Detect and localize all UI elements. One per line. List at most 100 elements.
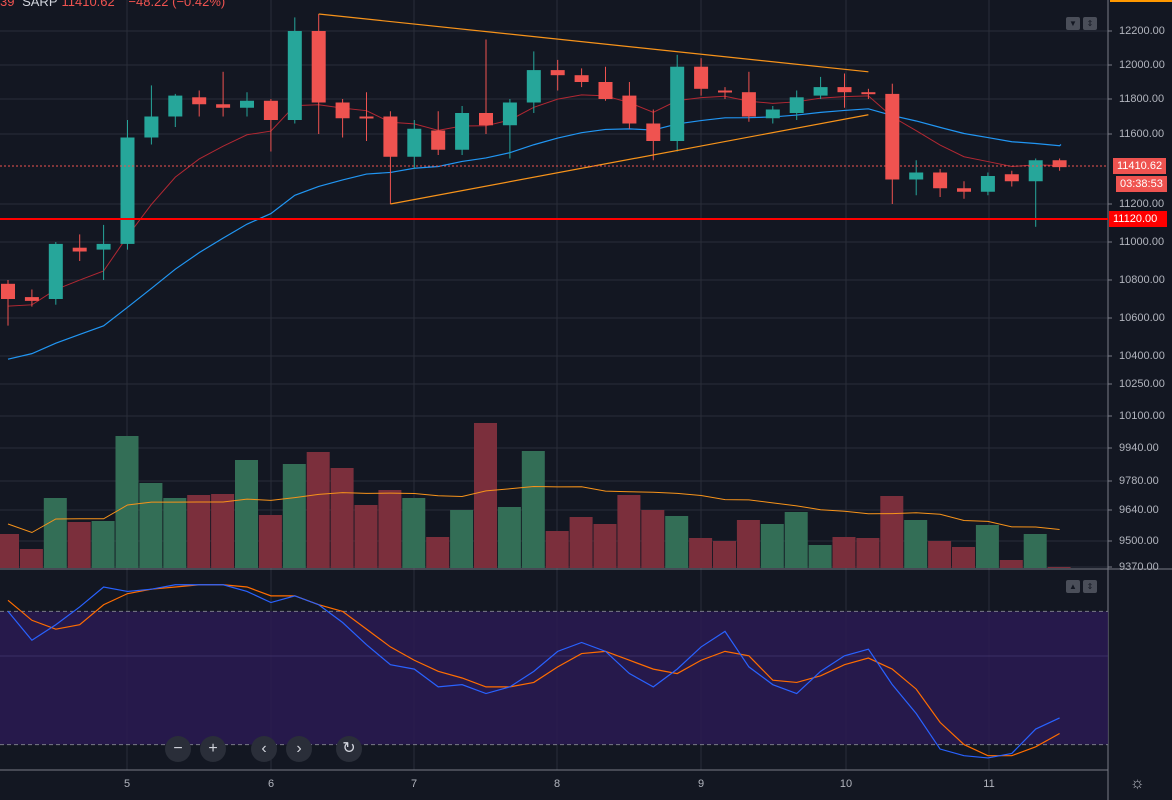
stoch-k-line	[7, 584, 1060, 759]
zoom-in-button[interactable]: +	[200, 736, 226, 762]
candle-body	[335, 102, 350, 119]
volume-ma-line	[7, 485, 1060, 534]
candle	[335, 99, 350, 138]
volume-bar	[641, 510, 665, 568]
settings-gear-icon[interactable]: ☼	[1130, 775, 1145, 792]
volume-bar	[569, 517, 593, 568]
price-axis-label: 9500.00	[1119, 535, 1159, 547]
candle-body	[933, 172, 948, 189]
price-axis-label: 11200.00	[1119, 198, 1165, 210]
candle	[311, 14, 326, 134]
candle-body	[646, 123, 661, 141]
volume-bar	[43, 498, 67, 568]
current-price-tag: 11410.62	[1113, 158, 1167, 174]
volume-bar	[665, 516, 689, 568]
volume-bar	[474, 423, 497, 568]
candle-body	[957, 188, 971, 192]
candle-body	[765, 109, 780, 119]
volume-bar	[856, 538, 880, 568]
zoom-out-button[interactable]: −	[165, 736, 191, 762]
volume-bar	[187, 495, 211, 568]
candle	[718, 87, 732, 99]
candle-body	[670, 66, 685, 141]
volume-bar	[450, 510, 474, 568]
time-axis-label: 7	[410, 778, 418, 790]
volume-bar	[163, 498, 187, 568]
volume-bar	[545, 531, 569, 568]
candle-body	[980, 176, 995, 192]
volume-bar	[975, 525, 999, 568]
candle-body	[144, 116, 159, 138]
move-pane-up-button[interactable]: ▲	[1066, 580, 1080, 593]
candle	[1052, 158, 1067, 171]
price-axis-label: 10250.00	[1119, 378, 1165, 390]
price-axis-label: 9940.00	[1119, 442, 1159, 454]
symbol-label[interactable]: SARP	[22, 0, 58, 9]
price-axis-label: 11000.00	[1119, 236, 1165, 248]
volume-bar	[808, 545, 832, 568]
price-axis-label: 10800.00	[1119, 274, 1165, 286]
volume-bar	[1023, 534, 1047, 568]
candle	[765, 106, 780, 124]
candle-body	[431, 130, 446, 150]
volume-bar	[784, 512, 808, 568]
candle-body	[263, 100, 278, 120]
candle-body	[861, 92, 876, 95]
candle	[240, 92, 254, 117]
candle-body	[526, 70, 541, 103]
maximize-pane-button[interactable]: ⇕	[1083, 17, 1097, 30]
candle-body	[311, 31, 326, 103]
candle	[813, 76, 828, 99]
candle	[168, 93, 183, 127]
candle	[192, 90, 207, 117]
candle-body	[502, 102, 517, 126]
candle	[96, 224, 111, 280]
time-axis-label: 10	[839, 778, 853, 790]
volume-bar	[426, 537, 450, 568]
candle-body	[622, 95, 637, 124]
candle	[622, 82, 637, 129]
candle	[383, 111, 398, 204]
candle	[72, 234, 87, 261]
stoch-d-line	[7, 584, 1060, 757]
symbol-header: 39 SARP 11410.62 −48.22 (−0.42%)	[0, 0, 229, 9]
reset-chart-button[interactable]: ↻	[336, 736, 362, 762]
volume-bar	[306, 452, 330, 568]
price-axis-label: 10400.00	[1119, 350, 1165, 362]
price-axis-label: 9780.00	[1119, 475, 1159, 487]
candle	[120, 120, 135, 250]
volume-bar	[521, 451, 545, 568]
volume-bar	[593, 524, 617, 568]
candle	[598, 66, 613, 101]
candle	[287, 17, 302, 124]
candle-body	[240, 100, 254, 108]
candle	[24, 289, 39, 307]
volume-bar	[258, 515, 282, 568]
volume-bar	[689, 538, 713, 568]
candle-body	[718, 90, 732, 93]
candle	[670, 54, 685, 152]
scroll-left-button[interactable]: ‹	[251, 736, 277, 762]
time-axis-label: 6	[267, 778, 275, 790]
candle-body	[1028, 160, 1043, 182]
candle	[359, 92, 374, 141]
price-axis-label: 9370.00	[1119, 561, 1159, 573]
volume-bar	[999, 560, 1023, 568]
candle	[789, 90, 804, 120]
interval-label: 39	[0, 0, 15, 9]
candle-body	[359, 116, 374, 119]
price-axis-label: 12200.00	[1119, 25, 1165, 37]
maximize-stoch-pane-button[interactable]: ⇕	[1083, 580, 1097, 593]
candle-body	[96, 243, 111, 250]
candle-body	[407, 128, 422, 157]
collapse-pane-button[interactable]: ▼	[1066, 17, 1080, 30]
candle-body	[909, 172, 924, 180]
candle-body	[479, 113, 493, 126]
scroll-right-button[interactable]: ›	[286, 736, 312, 762]
volume-bar	[139, 483, 163, 568]
candle-body	[1052, 160, 1067, 168]
time-axis-label: 5	[123, 778, 131, 790]
volume-bar	[617, 495, 641, 568]
volume-bar	[330, 468, 354, 568]
